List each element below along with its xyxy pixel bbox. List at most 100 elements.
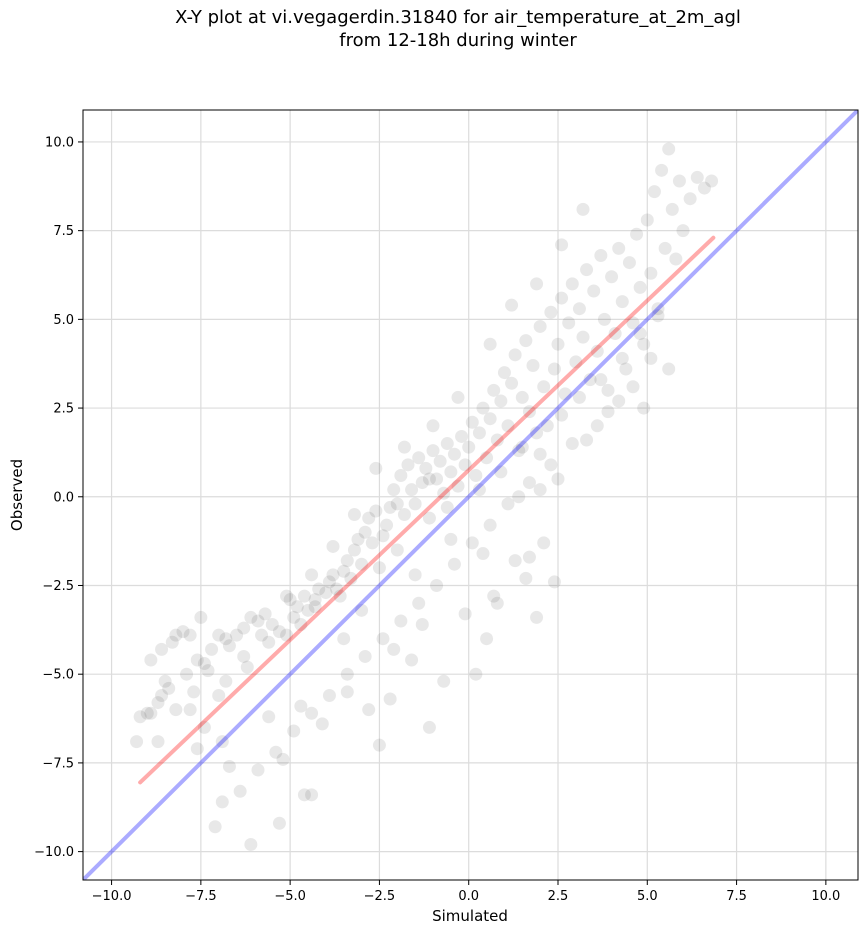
data-point: [633, 280, 647, 294]
x-axis-label: Simulated: [432, 907, 508, 925]
plot-frame: [82, 109, 859, 881]
data-point: [444, 465, 458, 479]
data-point: [394, 614, 408, 628]
data-point: [483, 412, 497, 426]
data-point: [415, 618, 429, 632]
data-point: [537, 380, 551, 394]
data-point: [312, 582, 326, 596]
data-point: [337, 564, 351, 578]
fit-line: [138, 235, 716, 785]
x-tick-label: −2.5: [364, 889, 396, 904]
data-point: [672, 174, 686, 188]
y-axis-label: Observed: [8, 459, 26, 531]
data-point: [422, 472, 436, 486]
data-point: [376, 632, 390, 646]
data-point: [265, 618, 279, 632]
data-point: [526, 358, 540, 372]
data-point: [215, 795, 229, 809]
data-point: [544, 305, 558, 319]
data-point: [494, 465, 508, 479]
data-point: [580, 433, 594, 447]
x-tick-label: −7.5: [185, 889, 217, 904]
data-point: [547, 575, 561, 589]
data-point: [505, 376, 519, 390]
data-point: [633, 327, 647, 341]
data-point: [530, 426, 544, 440]
data-point: [533, 483, 547, 497]
data-point: [162, 681, 176, 695]
data-point: [426, 419, 440, 433]
data-point: [487, 383, 501, 397]
data-point: [572, 390, 586, 404]
data-point: [444, 532, 458, 546]
data-point: [269, 745, 283, 759]
data-point: [576, 330, 590, 344]
data-point: [165, 635, 179, 649]
data-point: [333, 589, 347, 603]
data-point: [565, 437, 579, 451]
data-point: [294, 618, 308, 632]
data-point: [615, 351, 629, 365]
data-point: [155, 688, 169, 702]
data-point: [397, 440, 411, 454]
data-point: [415, 476, 429, 490]
data-point: [144, 706, 158, 720]
data-point: [222, 639, 236, 653]
data-point: [244, 838, 258, 852]
data-point: [280, 589, 294, 603]
y-tick-label: −5.0: [42, 668, 74, 683]
data-point: [251, 614, 265, 628]
y-tick-label: 5.0: [53, 313, 74, 328]
data-point: [469, 468, 483, 482]
data-point: [497, 366, 511, 380]
data-point: [662, 142, 676, 156]
data-point: [665, 202, 679, 216]
data-point: [551, 337, 565, 351]
data-point: [255, 628, 269, 642]
data-point: [440, 437, 454, 451]
data-point: [237, 649, 251, 663]
data-point: [383, 500, 397, 514]
data-point: [697, 181, 711, 195]
data-point: [390, 543, 404, 557]
data-point: [197, 720, 211, 734]
data-point: [487, 589, 501, 603]
y-tick-label: −2.5: [42, 579, 74, 594]
data-point: [558, 387, 572, 401]
data-point: [580, 263, 594, 277]
data-point: [244, 610, 258, 624]
data-point: [294, 699, 308, 713]
data-point: [547, 362, 561, 376]
data-point: [297, 788, 311, 802]
data-point: [369, 461, 383, 475]
data-point: [305, 788, 319, 802]
data-point: [262, 710, 276, 724]
data-point: [412, 451, 426, 465]
data-point: [608, 327, 622, 341]
data-point: [533, 447, 547, 461]
data-point: [430, 472, 444, 486]
data-point: [197, 657, 211, 671]
data-point: [340, 667, 354, 681]
data-point: [451, 390, 465, 404]
data-point: [426, 444, 440, 458]
data-point: [362, 703, 376, 717]
data-point: [605, 270, 619, 284]
data-point: [158, 674, 172, 688]
data-point: [240, 660, 254, 674]
data-point: [301, 603, 315, 617]
data-point: [572, 302, 586, 316]
data-point: [480, 451, 494, 465]
data-point: [326, 568, 340, 582]
data-point: [419, 461, 433, 475]
data-point: [669, 252, 683, 266]
x-tick-label: 10.0: [811, 889, 840, 904]
data-point: [383, 692, 397, 706]
data-point: [322, 575, 336, 589]
data-point: [133, 710, 147, 724]
data-point: [472, 483, 486, 497]
chart-title-line-2: from 12-18h during winter: [339, 30, 577, 51]
data-point: [630, 227, 644, 241]
data-points: [130, 142, 719, 852]
